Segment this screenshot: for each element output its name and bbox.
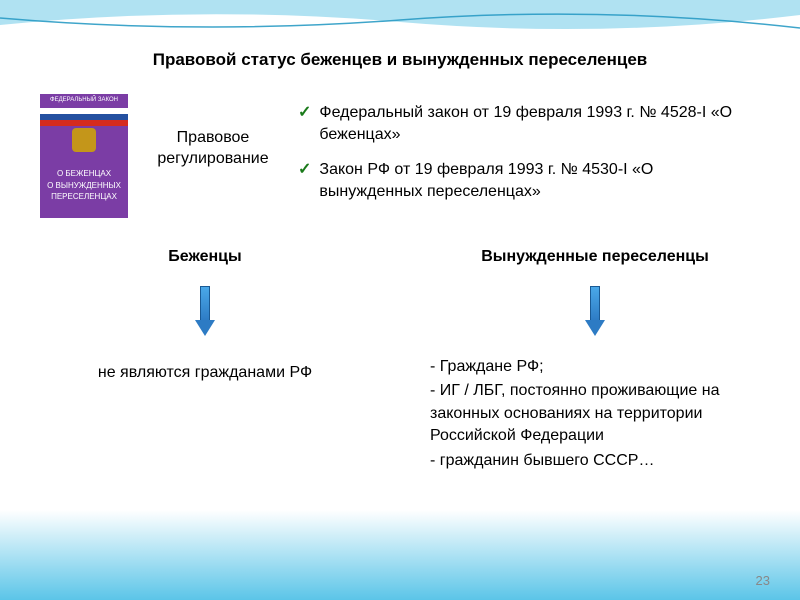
column-body: - Граждане РФ; - ИГ / ЛБГ, постоянно про… [430, 356, 760, 472]
check-icon: ✓ [298, 102, 311, 124]
emblem-icon [72, 128, 96, 152]
list-item: - ИГ / ЛБГ, постоянно проживающие на зак… [430, 380, 760, 447]
list-item: - Граждане РФ; [430, 356, 760, 378]
regulation-row: ФЕДЕРАЛЬНЫЙ ЗАКОН О БЕЖЕНЦАХ О ВЫНУЖДЕНН… [40, 94, 760, 218]
law-item: ✓ Федеральный закон от 19 февраля 1993 г… [298, 102, 760, 145]
law-item: ✓ Закон РФ от 19 февраля 1993 г. № 4530-… [298, 159, 760, 202]
slide-title: Правовой статус беженцев и вынужденных п… [40, 50, 760, 70]
russian-flag [40, 108, 128, 126]
column-body: не являются гражданами РФ [40, 356, 370, 384]
laws-list: ✓ Федеральный закон от 19 февраля 1993 г… [298, 94, 760, 216]
check-icon: ✓ [298, 159, 311, 181]
book-header: ФЕДЕРАЛЬНЫЙ ЗАКОН [40, 94, 128, 108]
law-book-cover: ФЕДЕРАЛЬНЫЙ ЗАКОН О БЕЖЕНЦАХ О ВЫНУЖДЕНН… [40, 94, 128, 218]
column-title: Беженцы [40, 248, 370, 266]
displaced-column: Вынужденные переселенцы - Граждане РФ; -… [430, 248, 760, 474]
law-text: Федеральный закон от 19 февраля 1993 г. … [319, 102, 760, 145]
book-title-text: О БЕЖЕНЦАХ О ВЫНУЖДЕННЫХ ПЕРЕСЕЛЕНЦАХ [46, 168, 122, 202]
law-text: Закон РФ от 19 февраля 1993 г. № 4530-I … [319, 159, 760, 202]
down-arrow-icon [196, 286, 214, 336]
down-arrow-icon [586, 286, 604, 336]
comparison-columns: Беженцы не являются гражданами РФ Вынужд… [40, 248, 760, 474]
refugees-column: Беженцы не являются гражданами РФ [40, 248, 370, 474]
page-number: 23 [756, 573, 770, 588]
list-item: - гражданин бывшего СССР… [430, 450, 760, 472]
regulation-label: Правовое регулирование [148, 94, 278, 170]
column-title: Вынужденные переселенцы [430, 248, 760, 266]
